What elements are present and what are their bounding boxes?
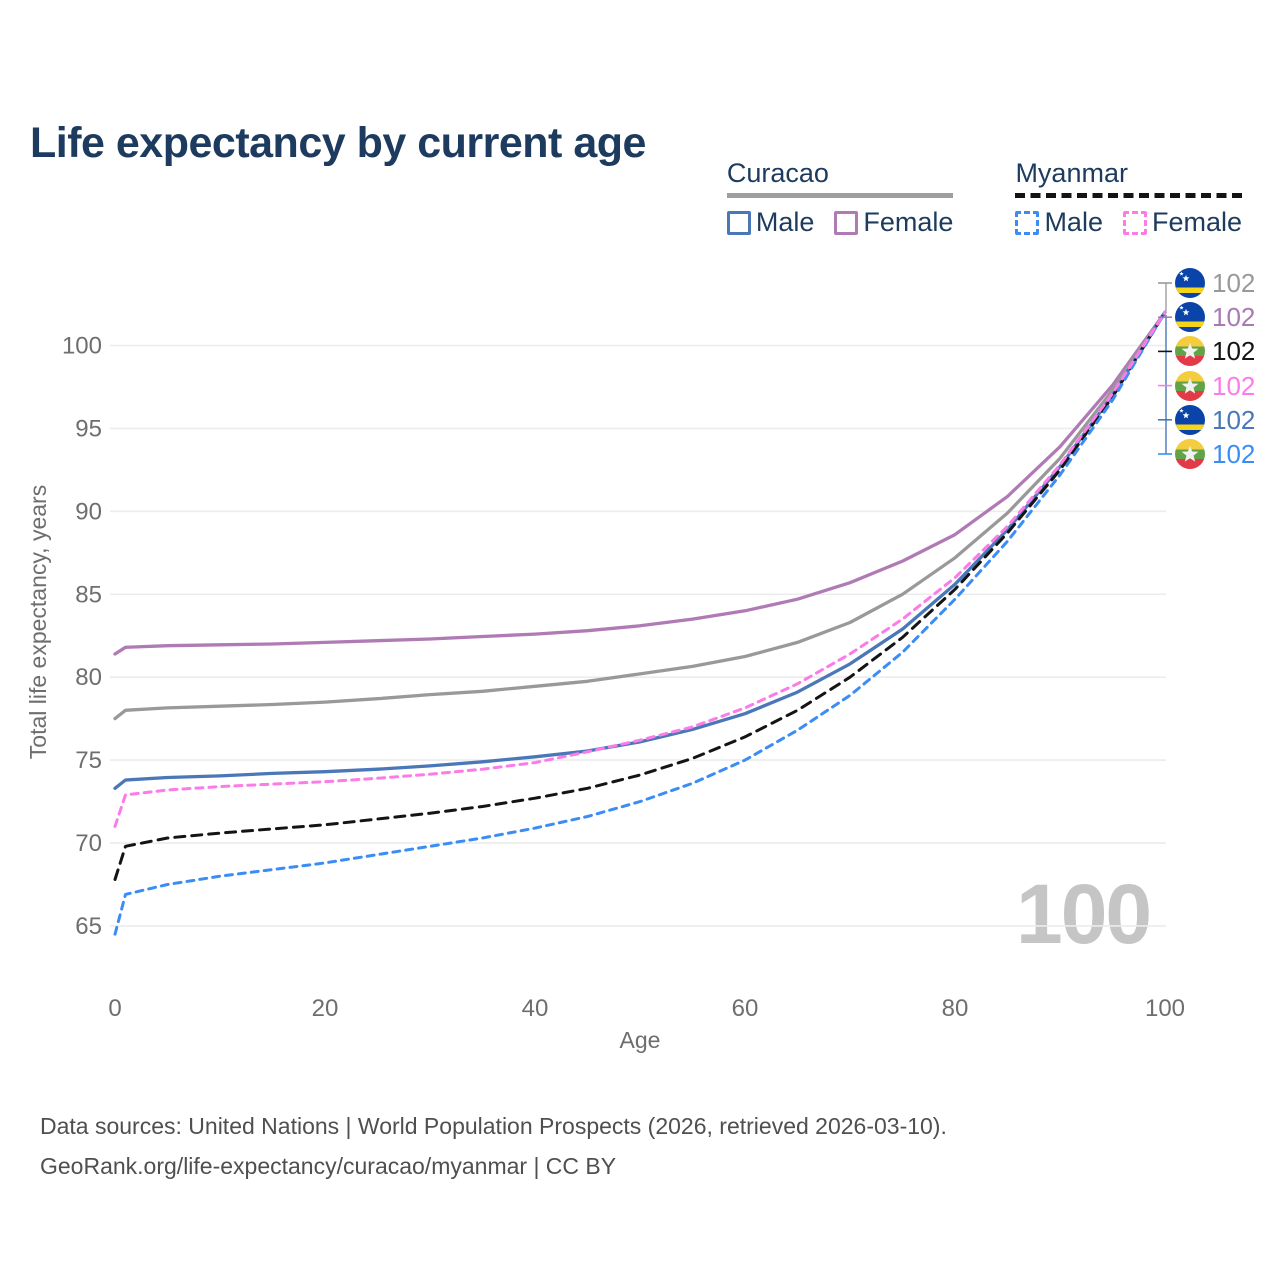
- x-axis-label: Age: [620, 1027, 661, 1053]
- curacao-line-swatch: [726, 193, 954, 198]
- x-tick-label: 60: [732, 995, 759, 1022]
- legend-group-myanmar: Myanmar Male Female: [1015, 158, 1242, 238]
- x-tick-label: 0: [108, 995, 121, 1022]
- legend-country-myanmar[interactable]: Myanmar: [1015, 158, 1242, 198]
- y-tick-label: 75: [75, 747, 102, 774]
- legend-item-myanmar-female[interactable]: Female: [1122, 207, 1242, 238]
- y-tick-label: 70: [75, 830, 102, 857]
- myanmar-female-swatch[interactable]: [1122, 210, 1147, 235]
- legend-country-curacao[interactable]: Curacao: [726, 158, 954, 198]
- series-line-myanmar-all: [113, 310, 1167, 881]
- legend: Curacao Male Female Myanmar: [726, 158, 1242, 238]
- footer: Data sources: United Nations | World Pop…: [40, 1106, 947, 1186]
- footer-line-datasources: Data sources: United Nations | World Pop…: [40, 1113, 947, 1139]
- curacao-male-swatch[interactable]: [726, 210, 751, 235]
- series-line-curacao-female: [113, 310, 1167, 656]
- y-tick-label: 100: [62, 333, 102, 360]
- footer-line-url: GeoRank.org/life-expectancy/curacao/myan…: [40, 1153, 617, 1179]
- x-tick-label: 80: [942, 995, 969, 1022]
- legend-group-curacao: Curacao Male Female: [726, 158, 954, 238]
- page-title: Life expectancy by current age: [30, 118, 646, 167]
- myanmar-line-swatch: [1015, 193, 1242, 198]
- series-line-myanmar-male: [113, 310, 1167, 936]
- y-tick-label: 80: [75, 664, 102, 691]
- y-tick-label: 65: [75, 913, 102, 940]
- series-line-myanmar-female: [113, 310, 1167, 828]
- legend-item-label: Male: [1044, 207, 1103, 237]
- x-tick-label: 40: [522, 995, 549, 1022]
- x-tick-label: 20: [312, 995, 339, 1022]
- myanmar-male-swatch[interactable]: [1015, 210, 1040, 235]
- legend-item-label: Female: [863, 207, 954, 237]
- legend-item-label: Male: [755, 207, 815, 237]
- series-line-curacao-male: [113, 310, 1167, 790]
- y-tick-label: 95: [75, 415, 102, 442]
- legend-item-curacao-male[interactable]: Male: [726, 207, 815, 238]
- age-counter-watermark: 100: [1016, 867, 1152, 961]
- legend-items-myanmar: Male Female: [1015, 207, 1242, 238]
- y-tick-label: 85: [75, 581, 102, 608]
- legend-country-curacao-label: Curacao: [726, 158, 829, 188]
- legend-country-myanmar-label: Myanmar: [1015, 158, 1128, 188]
- legend-item-curacao-female[interactable]: Female: [834, 207, 953, 238]
- legend-item-myanmar-male[interactable]: Male: [1015, 207, 1103, 238]
- legend-items-curacao: Male Female: [726, 207, 953, 238]
- y-tick-label: 90: [75, 498, 102, 525]
- legend-item-label: Female: [1151, 207, 1242, 237]
- x-tick-label: 100: [1145, 995, 1185, 1022]
- curacao-female-swatch[interactable]: [834, 210, 859, 235]
- series-line-curacao-all: [113, 310, 1167, 721]
- y-axis-label: Total life expectancy, years: [25, 485, 51, 759]
